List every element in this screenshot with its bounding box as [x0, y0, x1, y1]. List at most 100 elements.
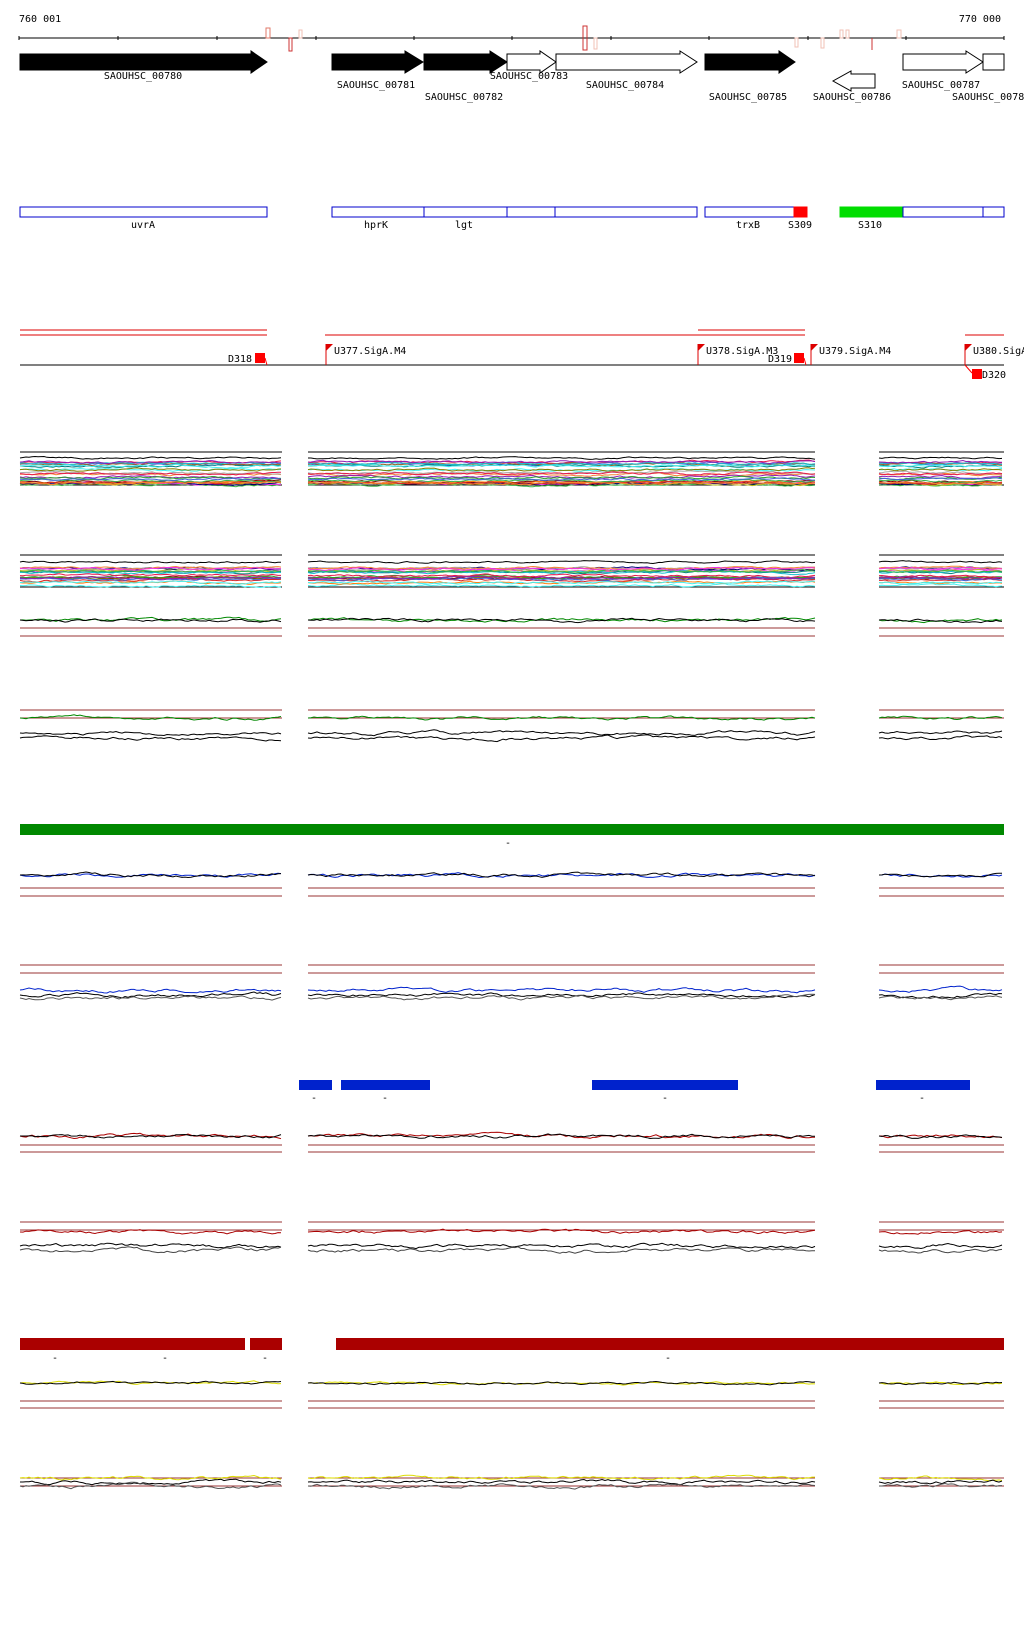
gene-label: SAOUHSC_00787 — [902, 80, 980, 91]
annotation-box-uvrA[interactable] — [19, 206, 268, 218]
expression-trace — [19, 995, 282, 1001]
expression-trace — [307, 1483, 816, 1490]
expression-trace — [19, 480, 282, 486]
expression-trace — [307, 477, 815, 482]
expression-trace — [19, 463, 282, 469]
gene-arrow-SAOUHSC_00786[interactable] — [831, 70, 876, 92]
expression-trace — [307, 871, 816, 878]
annotation-label: uvrA — [131, 220, 155, 231]
expression-trace — [878, 1134, 1003, 1139]
expression-trace — [307, 475, 816, 480]
expression-trace — [878, 477, 1003, 481]
expression-trace-red — [878, 1230, 1003, 1235]
segment-bar-blue[interactable] — [299, 1080, 332, 1090]
expression-trace — [878, 618, 1003, 624]
srna-box-S310[interactable] — [839, 206, 904, 218]
segment-bar-red[interactable] — [250, 1338, 282, 1350]
promoter-label: U380.SigA — [973, 346, 1024, 357]
annotation-box[interactable] — [554, 206, 698, 218]
expression-trace — [19, 477, 282, 482]
annotation-box[interactable] — [902, 206, 984, 218]
segment-bar-blue[interactable] — [341, 1080, 430, 1090]
gene-label: SAOUHSC_00781 — [337, 80, 415, 91]
gene-arrow-SAOUHSC_0078[interactable] — [982, 53, 1005, 71]
expression-trace — [307, 459, 816, 465]
segment-bar-blue[interactable] — [592, 1080, 738, 1090]
annotation-label: hprK — [364, 220, 388, 231]
promoter-flag-U377[interactable]: U377.SigA.M4 — [325, 344, 406, 365]
expression-trace — [878, 464, 1003, 468]
segment-bar-blue[interactable] — [876, 1080, 970, 1090]
expression-trace — [307, 560, 816, 565]
expression-trace — [307, 461, 816, 466]
scale-ticks — [18, 36, 1005, 40]
expression-trace — [19, 580, 282, 585]
terminator-D319[interactable]: D319 — [768, 353, 807, 366]
expression-trace — [19, 576, 281, 581]
expression-trace — [878, 472, 1003, 476]
expression-trace — [307, 573, 816, 579]
expression-trace — [878, 1242, 1003, 1250]
expression-trace — [307, 1380, 816, 1386]
gene-label: SAOUHSC_0078 — [952, 92, 1024, 103]
expression-traces — [19, 451, 1004, 1490]
expression-trace — [307, 566, 816, 572]
annotation-box-hprK[interactable] — [331, 206, 425, 218]
expression-trace-blue — [19, 987, 282, 994]
promoter-label: U378.SigA.M3 — [706, 346, 778, 357]
expression-trace — [19, 584, 282, 589]
gene-arrow-SAOUHSC_00781[interactable] — [331, 50, 424, 74]
expression-trace-red — [307, 1228, 816, 1235]
expression-trace — [878, 1479, 1003, 1485]
expression-trace — [878, 576, 1003, 580]
expression-trace — [19, 1242, 282, 1249]
gene-arrow-SAOUHSC_00783[interactable] — [506, 50, 557, 74]
terminator-D318[interactable]: D318 — [228, 353, 268, 366]
expression-trace — [878, 456, 1003, 460]
gene-arrow-SAOUHSC_00787[interactable] — [902, 50, 984, 74]
expression-trace — [307, 729, 816, 737]
expression-trace-green — [307, 715, 816, 721]
promoter-flag-U379[interactable]: U379.SigA.M4 — [810, 344, 891, 365]
terminator-label: D320 — [982, 370, 1006, 381]
expression-trace — [19, 467, 282, 472]
srna-box-S309[interactable] — [793, 206, 808, 218]
scale-end-label: 770 000 — [959, 14, 1001, 25]
gene-arrow-SAOUHSC_00784[interactable] — [555, 50, 698, 74]
gene-arrow-SAOUHSC_00785[interactable] — [704, 50, 796, 74]
expression-trace — [878, 560, 1003, 564]
expression-trace — [19, 560, 281, 564]
expression-trace — [878, 583, 1003, 588]
annotation-box-trxB[interactable] — [704, 206, 795, 218]
gene-arrow-SAOUHSC_00782[interactable] — [423, 50, 508, 74]
annotation-box[interactable] — [982, 206, 1005, 218]
annotation-box-lgt[interactable] — [423, 206, 508, 218]
terminator-label: D318 — [228, 354, 252, 365]
expression-trace-blue — [878, 985, 1003, 993]
segment-mark: - — [505, 838, 511, 849]
segment-bar-red[interactable] — [20, 1338, 245, 1350]
segment-bar-green[interactable] — [20, 824, 1004, 835]
promoter-flag-U380[interactable]: U380.SigA — [964, 344, 1024, 365]
annotation-box[interactable] — [506, 206, 556, 218]
expression-trace — [307, 1242, 816, 1250]
expression-trace — [878, 581, 1003, 585]
expression-trace — [307, 1478, 816, 1486]
terminator-D320[interactable]: D320 — [964, 364, 1006, 381]
expression-trace — [307, 583, 816, 588]
expression-trace — [307, 580, 816, 585]
expression-trace — [19, 471, 282, 476]
promoter-track: U377.SigA.M4 U378.SigA.M3 U379.SigA.M4 U… — [20, 329, 1024, 381]
expression-trace — [19, 455, 282, 460]
segment-mark: - — [662, 1093, 668, 1104]
scale-feature-marks — [265, 25, 902, 52]
expression-trace — [878, 481, 1002, 485]
gene-arrow-SAOUHSC_00780[interactable] — [19, 50, 268, 74]
segment-bar-red[interactable] — [336, 1338, 1004, 1350]
expression-trace — [307, 569, 816, 576]
expression-trace — [878, 574, 1003, 579]
gene-label: SAOUHSC_00786 — [813, 92, 891, 103]
expression-trace — [19, 478, 282, 483]
promoter-flag-U378[interactable]: U378.SigA.M3 — [697, 344, 778, 365]
